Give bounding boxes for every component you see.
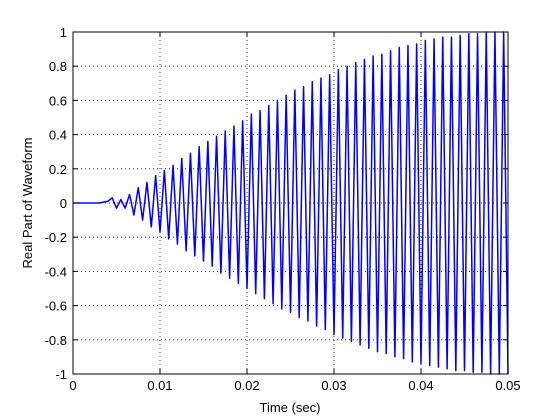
x-axis-label: Time (sec) xyxy=(260,400,321,415)
plot-frame xyxy=(72,31,509,375)
y-tick-label: -0.6 xyxy=(45,299,67,314)
y-tick-label: -0.8 xyxy=(45,333,67,348)
data-line xyxy=(73,31,509,375)
y-tick-label: 0.8 xyxy=(49,59,67,74)
y-tick-label: -1 xyxy=(55,367,67,382)
y-axis-label: Real Part of Waveform xyxy=(20,137,35,268)
x-tick-label: 0.03 xyxy=(321,378,346,393)
y-tick-label: 1 xyxy=(60,25,67,40)
y-tick-label: -0.2 xyxy=(45,230,67,245)
y-tick-label: 0.4 xyxy=(49,128,67,143)
y-tick-label: -0.4 xyxy=(45,264,67,279)
x-tick-label: 0.01 xyxy=(147,378,172,393)
y-tick-label: 0.2 xyxy=(49,162,67,177)
x-tick-label: 0.05 xyxy=(495,378,520,393)
x-tick-label: 0.04 xyxy=(408,378,433,393)
x-tick-label: 0.02 xyxy=(234,378,259,393)
x-tick-label: 0 xyxy=(69,378,76,393)
y-tick-label: 0.6 xyxy=(49,93,67,108)
y-tick-label: 0 xyxy=(60,196,67,211)
